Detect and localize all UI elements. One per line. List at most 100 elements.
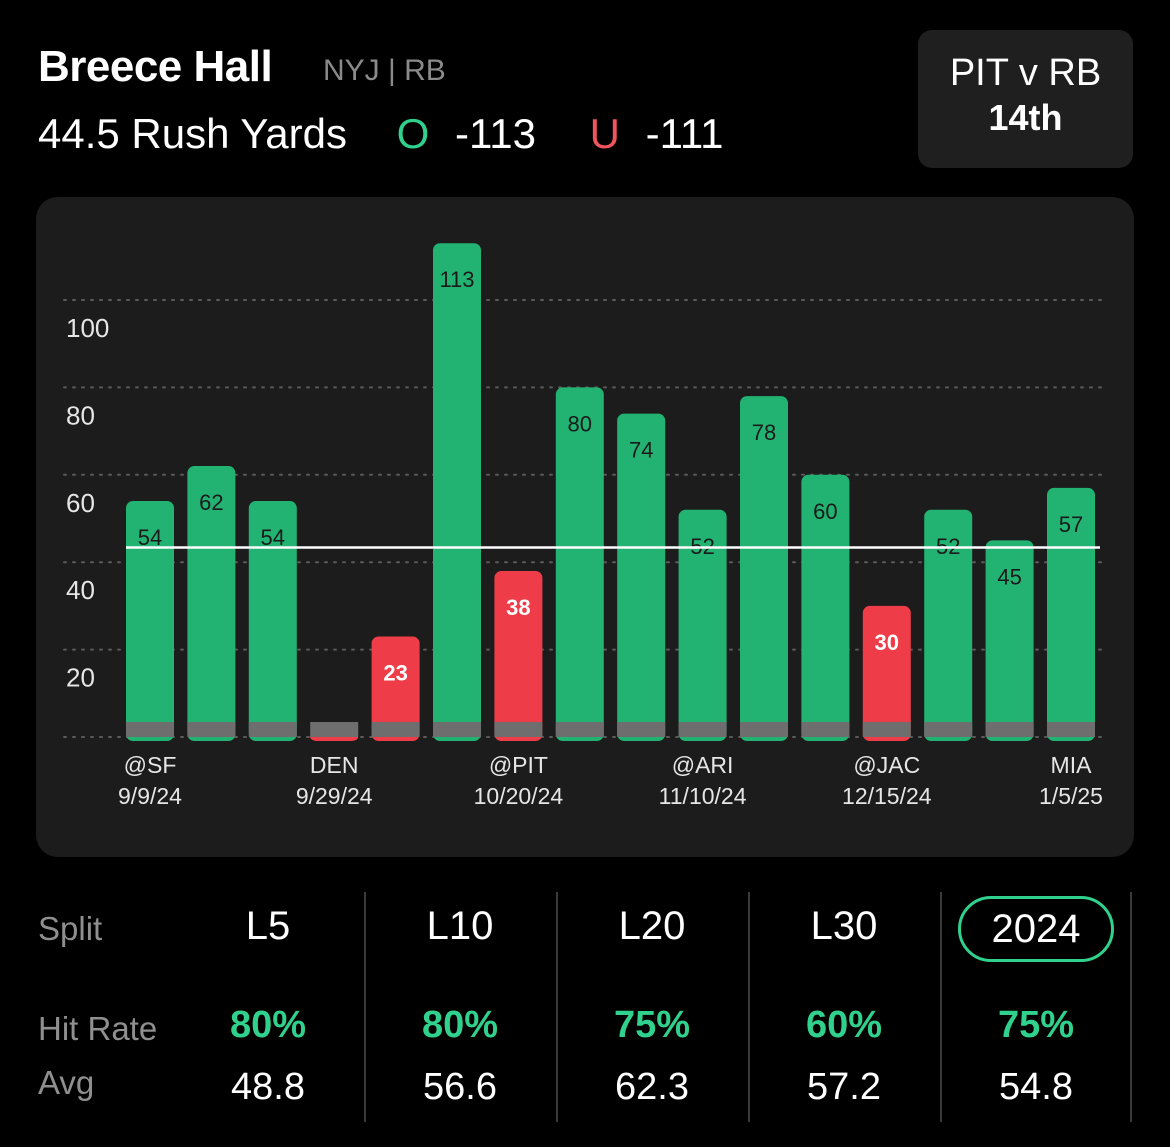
x-label-opponent: @SF (124, 752, 177, 778)
splits-table: Split Hit Rate Avg L5 L10 L20 L30 2024 8… (0, 892, 1170, 1122)
bar-base (924, 722, 973, 737)
bar[interactable] (371, 636, 420, 741)
matchup-rank: 14th (988, 97, 1063, 138)
bar[interactable] (494, 570, 543, 741)
bar-value-label: 57 (1059, 512, 1083, 537)
bar-base (433, 722, 481, 737)
y-tick-label: 100 (66, 313, 109, 343)
bar[interactable] (678, 509, 727, 741)
avg-l20: 62.3 (615, 1066, 689, 1108)
bar[interactable] (862, 605, 911, 741)
split-l20[interactable]: L20 (618, 904, 686, 948)
bar-value-label: 38 (506, 595, 530, 620)
bar-base (740, 722, 788, 737)
x-label-date: 1/5/25 (1039, 783, 1103, 809)
bar-base (187, 722, 236, 737)
bar-value-label: 78 (752, 420, 776, 445)
x-label-opponent: @ARI (672, 752, 734, 778)
avg-row-label: Avg (38, 1064, 95, 1101)
bar-value-label: 52 (690, 534, 714, 559)
bar[interactable] (740, 396, 788, 741)
hit-rate-l20: 75% (613, 1004, 691, 1046)
hit-rate-row-label: Hit Rate (38, 1010, 158, 1047)
hit-rate-2024: 75% (997, 1004, 1075, 1046)
bar[interactable] (985, 540, 1034, 741)
bar-chart: 20 40 60 80 100 54 62 54 23 113 38 80 74 52 78 60 30 52 45… (63, 243, 1105, 809)
x-label-opponent: @PIT (489, 752, 548, 778)
bar-value-label: 80 (568, 411, 592, 436)
bar-value-label: 23 (383, 660, 407, 685)
bar-base (371, 722, 420, 737)
bar-value-label: 54 (138, 525, 162, 550)
over-odds[interactable]: -113 (455, 110, 536, 157)
bar-base (248, 722, 297, 737)
split-2024[interactable]: 2024 (958, 896, 1114, 962)
x-label-date: 10/20/24 (474, 783, 564, 809)
x-label-opponent: @JAC (853, 752, 920, 778)
bar-value-label: 54 (261, 525, 285, 550)
x-label-date: 11/10/24 (659, 783, 747, 809)
bar-value-label: 74 (629, 438, 653, 463)
bar[interactable] (555, 387, 604, 741)
bar-base (678, 722, 727, 737)
bar-value-label: 62 (199, 490, 223, 515)
bar-value-label: 113 (439, 267, 474, 292)
avg-2024: 54.8 (999, 1066, 1073, 1108)
hit-rate-l10: 80% (421, 1004, 499, 1046)
bar[interactable] (248, 501, 297, 741)
chart-panel: 20 40 60 80 100 54 62 54 23 113 38 80 74 52 78 60 30 52 45… (36, 197, 1134, 857)
bar-value-label: 52 (936, 534, 960, 559)
split-l5[interactable]: L5 (245, 904, 291, 948)
column-divider (1130, 892, 1132, 1122)
team-position: NYJ | RB (323, 54, 446, 87)
hit-rate-l5: 80% (229, 1004, 307, 1046)
bar-base (617, 722, 666, 737)
bar-value-label: 30 (875, 630, 899, 655)
bar-value-label: 60 (813, 499, 837, 524)
bar[interactable] (433, 243, 481, 741)
bar-base (801, 722, 850, 737)
bar-base (494, 722, 543, 737)
bar[interactable] (187, 466, 236, 741)
column-divider (364, 892, 366, 1122)
bar-base (985, 722, 1034, 737)
x-label-date: 9/9/24 (118, 783, 182, 809)
column-divider (748, 892, 750, 1122)
column-divider (556, 892, 558, 1122)
bar[interactable] (617, 413, 666, 741)
column-divider (940, 892, 942, 1122)
matchup-card[interactable]: PIT v RB 14th (918, 30, 1133, 168)
x-label-date: 9/29/24 (296, 783, 373, 809)
y-tick-label: 80 (66, 400, 95, 430)
player-name: Breece Hall (38, 42, 273, 91)
y-tick-label: 60 (66, 488, 95, 518)
bar-base (555, 722, 604, 737)
bar-value-label: 45 (997, 564, 1021, 589)
y-tick-label: 20 (66, 663, 95, 693)
avg-l30: 57.2 (807, 1066, 881, 1108)
split-row-label: Split (38, 910, 103, 947)
bar[interactable] (801, 474, 850, 741)
bar[interactable] (924, 509, 973, 741)
avg-l10: 56.6 (423, 1066, 497, 1108)
split-l30[interactable]: L30 (810, 904, 878, 948)
prop-line: 44.5 Rush Yards O -113 U -111 (38, 110, 723, 158)
under-label[interactable]: U (589, 110, 620, 157)
bar-base (310, 722, 359, 737)
bar-base (1047, 722, 1095, 737)
under-odds[interactable]: -111 (645, 110, 724, 157)
bar[interactable] (126, 501, 174, 741)
hit-rate-l30: 60% (805, 1004, 883, 1046)
bar[interactable] (1047, 487, 1095, 741)
bar-base (126, 722, 174, 737)
avg-l5: 48.8 (231, 1066, 305, 1108)
matchup-title: PIT v RB (949, 52, 1102, 94)
x-label-opponent: DEN (310, 752, 359, 778)
x-label-date: 12/15/24 (842, 783, 932, 809)
x-label-opponent: MIA (1051, 752, 1093, 778)
y-tick-label: 40 (66, 575, 95, 605)
over-label[interactable]: O (396, 110, 430, 157)
bar-base (862, 722, 911, 737)
split-l10[interactable]: L10 (426, 904, 494, 948)
prop-label: 44.5 Rush Yards (38, 110, 347, 157)
